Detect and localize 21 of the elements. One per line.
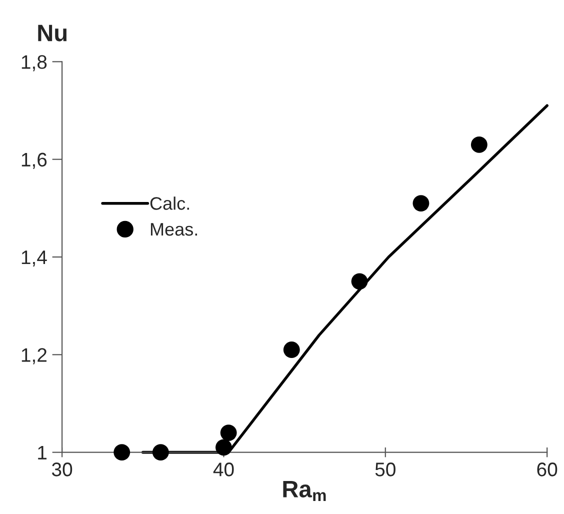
point [351, 273, 368, 290]
x-tick-label: 40 [213, 462, 234, 476]
x-tick-label: 30 [52, 462, 72, 476]
legend-label: Meas. [150, 223, 198, 236]
point [152, 444, 169, 461]
point [470, 136, 488, 153]
legend-label: Calc. [150, 196, 189, 210]
y-tick-label: 1 [38, 446, 47, 460]
point [216, 439, 232, 456]
y-axis-title: Nu [38, 24, 67, 42]
point [114, 444, 130, 461]
y-tick-label: 1,6 [22, 152, 47, 169]
point [220, 424, 237, 442]
y-tick-label: 1,2 [22, 348, 46, 364]
x-axis-title: Ra$_{m}$ [283, 480, 326, 501]
x-tick-label: 50 [375, 462, 396, 476]
point [412, 195, 430, 212]
y-tick-label: 1,4 [22, 250, 47, 267]
x-tick-label: 60 [537, 462, 558, 476]
point [283, 342, 300, 358]
y-tick-label: 1,8 [22, 55, 47, 72]
